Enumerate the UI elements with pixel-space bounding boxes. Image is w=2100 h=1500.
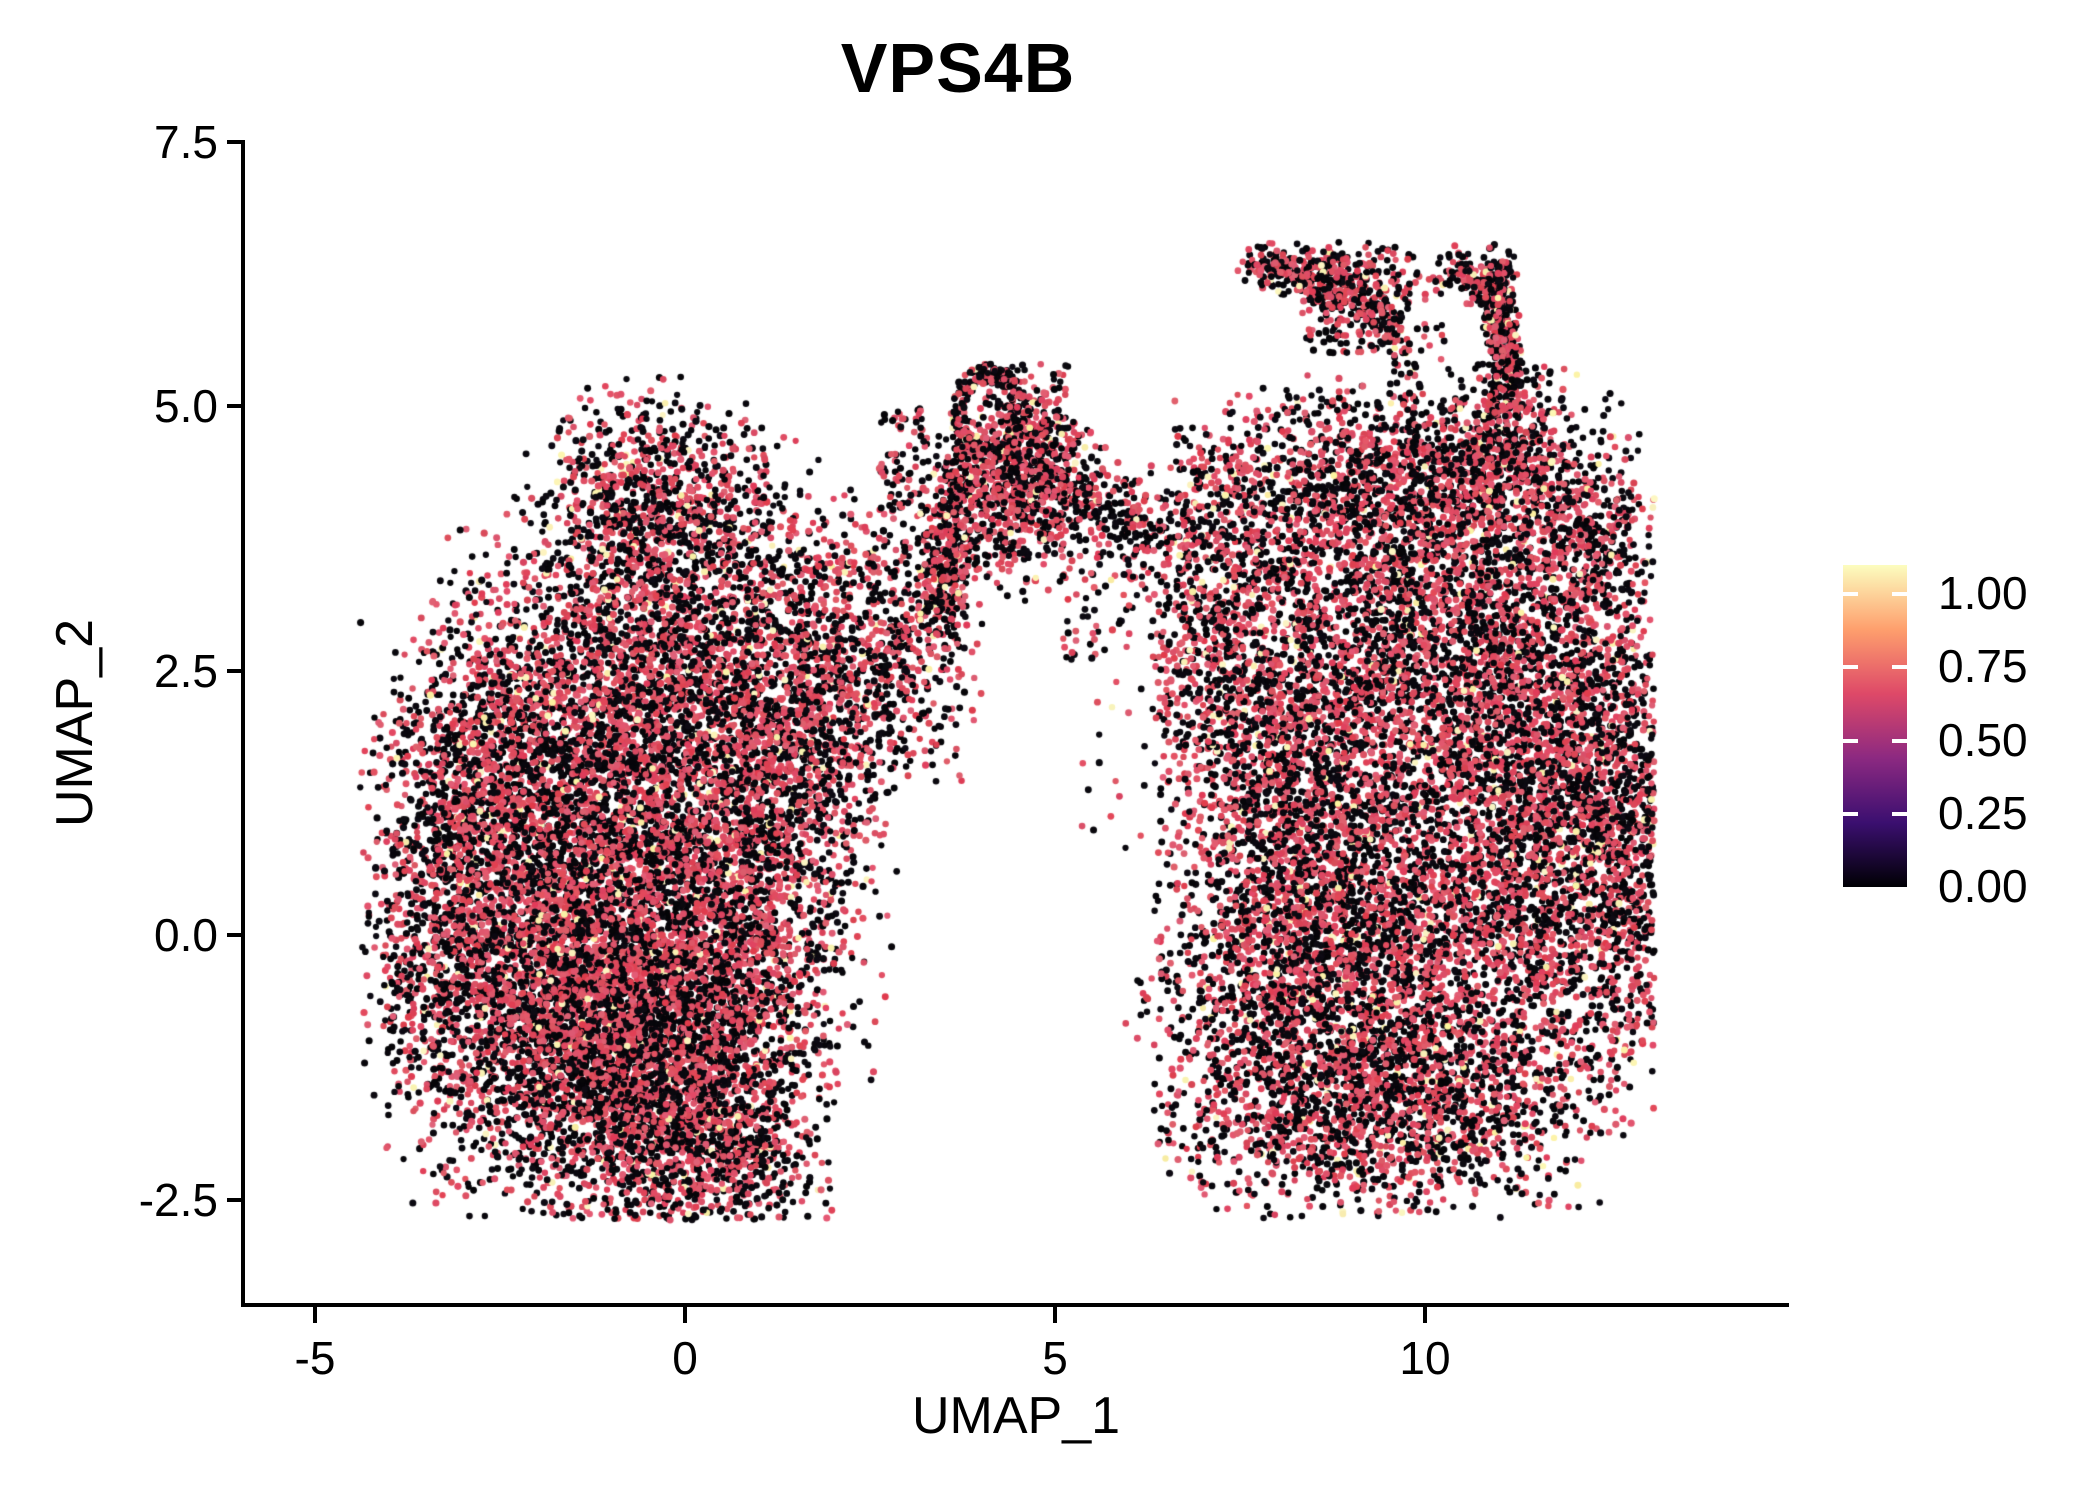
y-tick-5-0 xyxy=(227,404,243,408)
x-tick-5 xyxy=(1053,1307,1057,1323)
y-tick-7-5 xyxy=(227,140,243,144)
colorbar-tick-mark xyxy=(1843,812,1858,816)
expression-colorbar xyxy=(1843,565,1907,887)
y-tick-0-0 xyxy=(227,933,243,937)
colorbar-tick-mark xyxy=(1892,592,1907,596)
y-axis-title: UMAP_2 xyxy=(46,618,104,828)
colorbar-tick-mark xyxy=(1843,665,1858,669)
y-tick-neg2-5 xyxy=(227,1198,243,1202)
y-tick-label: 0.0 xyxy=(154,909,218,961)
colorbar-label: 0.75 xyxy=(1938,640,2028,692)
x-tick-0 xyxy=(683,1307,687,1323)
y-tick-2-5 xyxy=(227,669,243,673)
x-tick-neg5 xyxy=(313,1307,317,1323)
x-axis-title: UMAP_1 xyxy=(911,1387,1121,1445)
x-tick-label: -5 xyxy=(294,1332,336,1384)
x-tick-label: 0 xyxy=(672,1332,698,1384)
colorbar-tick-mark xyxy=(1892,739,1907,743)
colorbar-tick-mark xyxy=(1843,592,1858,596)
colorbar-label: 0.50 xyxy=(1938,714,2028,766)
y-tick-label: -2.5 xyxy=(138,1174,218,1226)
colorbar-tick-mark xyxy=(1892,665,1907,669)
x-tick-label: 10 xyxy=(1399,1332,1451,1384)
y-tick-label: 5.0 xyxy=(154,380,218,432)
colorbar-tick-mark xyxy=(1843,739,1858,743)
colorbar-label: 1.00 xyxy=(1938,567,2028,619)
x-axis-line xyxy=(241,1303,1789,1307)
plot-title: VPS4B xyxy=(840,29,1076,107)
y-tick-label: 7.5 xyxy=(154,116,218,168)
x-tick-label: 5 xyxy=(1042,1332,1068,1384)
x-tick-10 xyxy=(1423,1307,1427,1323)
colorbar-label: 0.00 xyxy=(1938,860,2028,912)
colorbar-tick-mark xyxy=(1892,812,1907,816)
y-axis-line xyxy=(241,140,245,1307)
y-tick-label: 2.5 xyxy=(154,645,218,697)
colorbar-label: 0.25 xyxy=(1938,787,2028,839)
